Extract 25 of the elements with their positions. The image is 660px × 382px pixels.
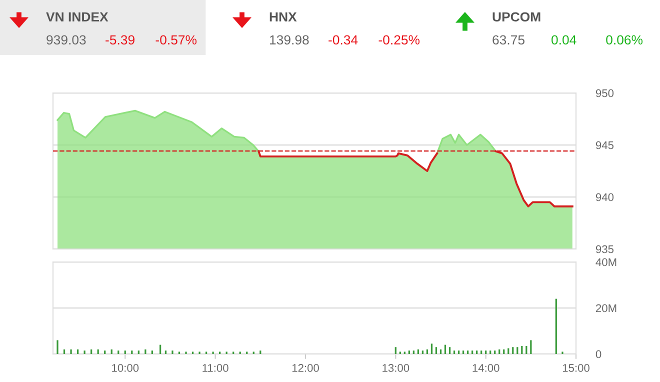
text: UPCOM [492,12,540,22]
x-tick-label: 12:00 [292,364,319,372]
y-tick-label: 935 [596,245,614,254]
x-tick-label: 11:00 [202,364,228,372]
x-tick-label: 15:00 [562,364,590,372]
text: 139.98 [270,35,309,45]
y-tick-label: 945 [596,141,614,150]
y-tick-label: 20M [596,304,616,312]
text: -5.39 [106,35,134,45]
text: HNX [270,12,297,22]
y-tick-label: 40M [596,258,616,266]
y-tick-label: 950 [596,89,614,98]
x-tick-label: 14:00 [472,364,500,372]
text: 0.04 [552,35,576,45]
text: 0.06% [606,35,643,45]
text: -0.34 [328,35,358,45]
x-tick-label: 13:00 [382,364,410,372]
y-tick-label: 0 [596,350,602,358]
text: -0.25% [378,35,420,45]
text: VN INDEX [46,12,108,22]
y-tick-label: 940 [596,193,614,202]
x-tick-label: 10:00 [112,364,139,372]
text: -0.57% [156,35,197,45]
text: 939.03 [46,35,86,45]
text: 63.75 [492,35,524,45]
